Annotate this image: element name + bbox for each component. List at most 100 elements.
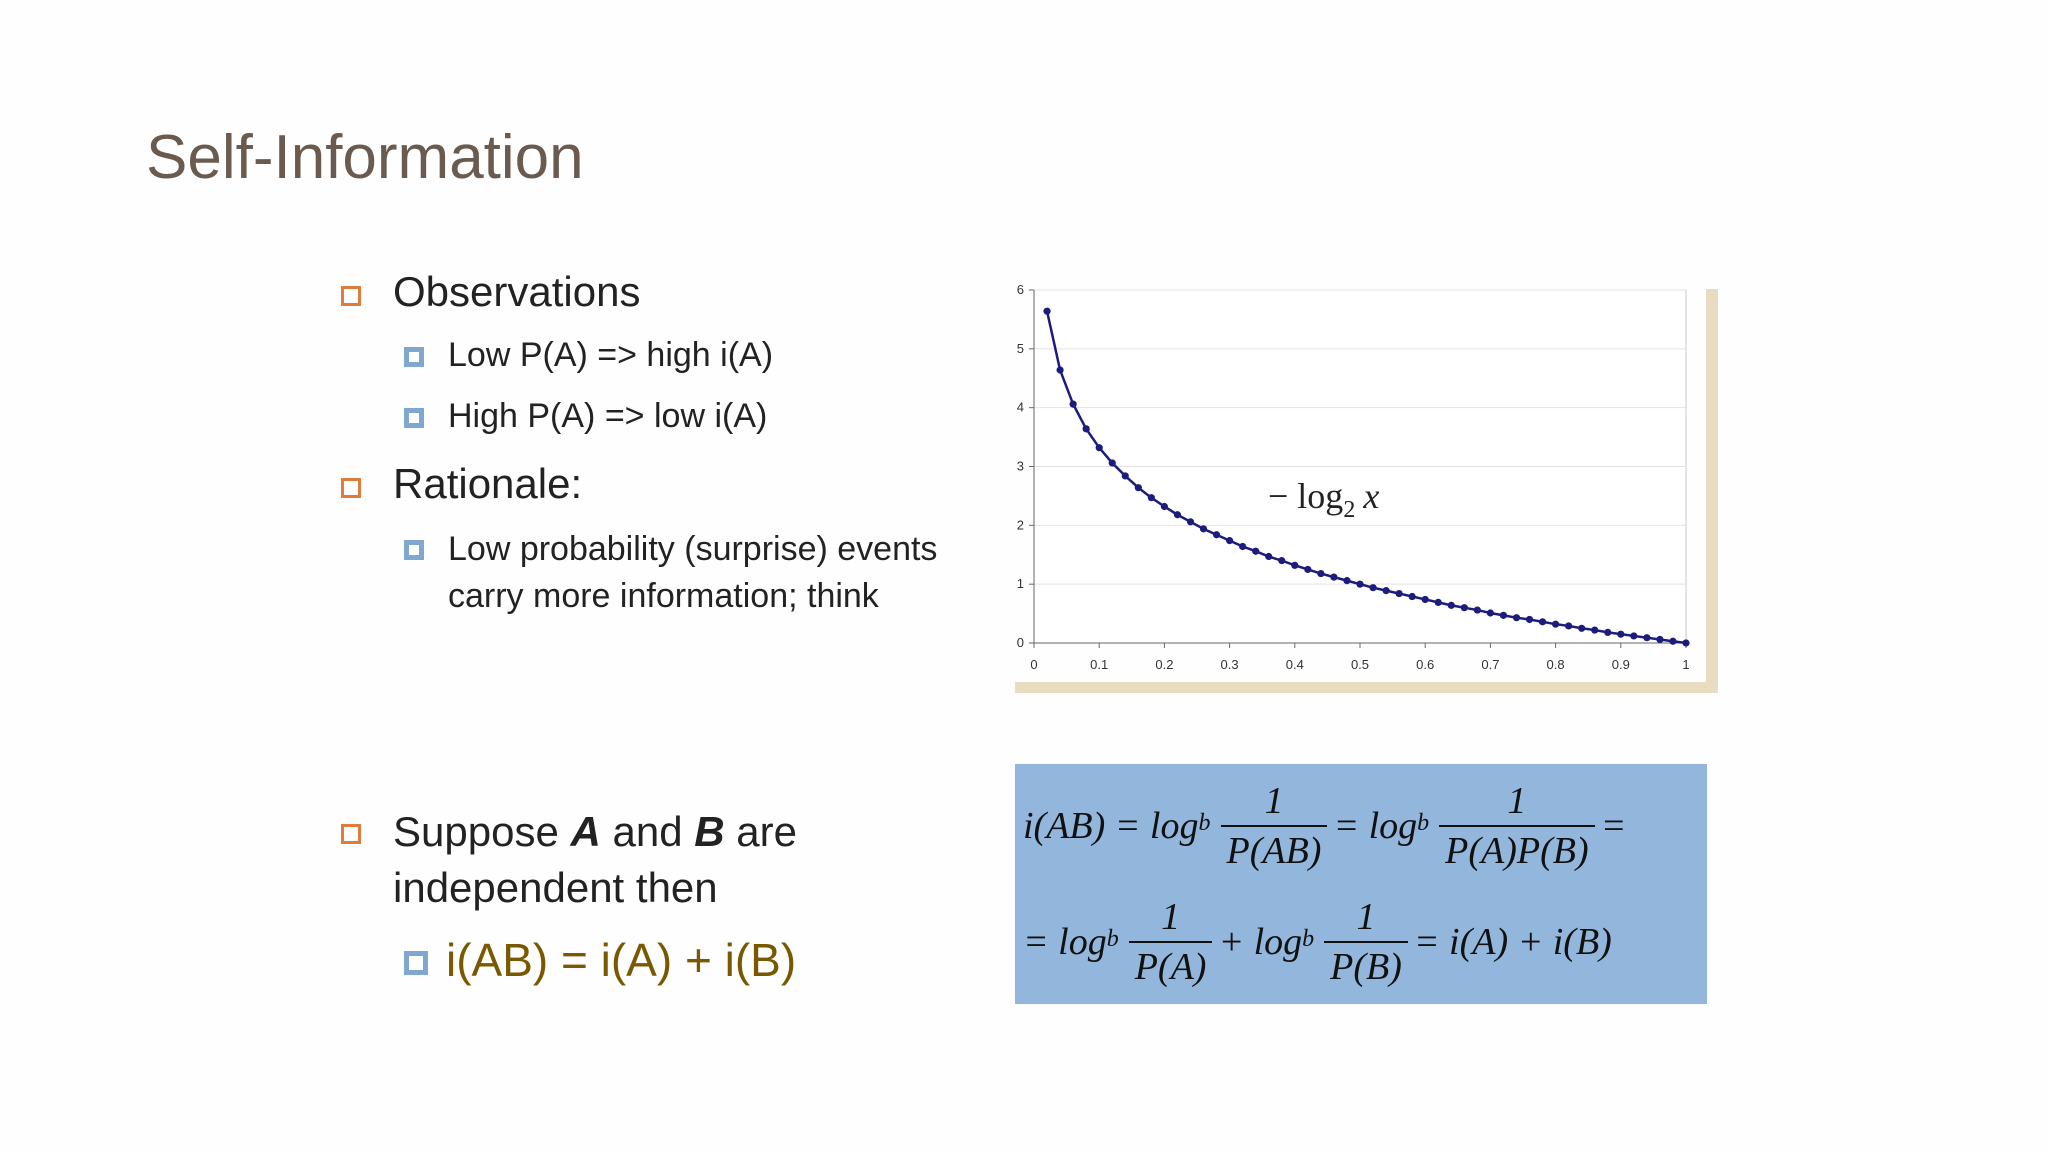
- data-point: [1565, 622, 1573, 630]
- data-point: [1069, 400, 1077, 408]
- data-point: [1682, 639, 1690, 647]
- data-point: [1147, 494, 1155, 502]
- data-point: [1499, 611, 1508, 619]
- bullet: Suppose A and B are independent then: [393, 804, 873, 916]
- data-point: [1173, 511, 1182, 519]
- denominator: P(A)P(B): [1439, 825, 1595, 873]
- data-point: [1252, 547, 1260, 555]
- bullet-marker: [404, 951, 428, 975]
- data-point: [1239, 542, 1247, 551]
- slide-title: Self-Information: [146, 123, 584, 192]
- x-tick-label: 0.6: [1416, 657, 1434, 672]
- y-tick-label: 6: [1017, 282, 1024, 297]
- sub-bullet: Low P(A) => high i(A): [448, 336, 774, 374]
- x-tick-label: 0.9: [1612, 657, 1630, 672]
- data-point: [1643, 634, 1651, 642]
- frame-shadow: [1706, 289, 1718, 693]
- data-point: [1356, 580, 1364, 588]
- bullet-marker: [404, 408, 424, 428]
- data-point: [1512, 614, 1521, 622]
- data-point: [1630, 632, 1638, 640]
- x-tick-label: 0.5: [1351, 657, 1369, 672]
- annotation-subscript: 2: [1343, 497, 1355, 523]
- formula-subscript: b: [1302, 926, 1315, 952]
- bullet-marker: [341, 824, 361, 844]
- x-tick-label: 0.7: [1481, 657, 1499, 672]
- y-tick-label: 2: [1017, 517, 1024, 532]
- data-point: [1186, 518, 1195, 526]
- bullet-run: are independent then: [393, 808, 797, 911]
- fraction: 1 P(A)P(B): [1439, 779, 1595, 873]
- data-point: [1108, 459, 1116, 467]
- numerator: 1: [1161, 896, 1181, 938]
- numerator: 1: [1507, 780, 1527, 822]
- data-point: [1604, 628, 1612, 637]
- formula-subscript: b: [1106, 926, 1119, 952]
- y-tick-label: 4: [1017, 400, 1024, 415]
- data-point: [1134, 484, 1142, 492]
- frame-shadow: [1015, 682, 1718, 693]
- fraction: 1 P(B): [1324, 895, 1408, 989]
- formula-box: i(AB) = log b 1 P(AB) = log b 1 P(A)P(B) = = log b…: [1015, 764, 1707, 1004]
- annotation-text: − log: [1268, 476, 1343, 516]
- data-point: [1525, 615, 1534, 624]
- data-point: [1395, 589, 1403, 598]
- data-point: [1043, 307, 1051, 315]
- x-tick-label: 0.2: [1155, 657, 1173, 672]
- data-point: [1382, 587, 1390, 595]
- x-tick-label: 0.4: [1286, 657, 1304, 672]
- annotation-variable: x: [1362, 476, 1379, 516]
- data-point: [1304, 565, 1312, 574]
- bullet-run: and: [600, 808, 695, 855]
- x-tick-label: 1: [1682, 657, 1689, 672]
- y-tick-label: 1: [1017, 576, 1024, 591]
- formula-text: =: [1600, 805, 1627, 847]
- bullet-marker: [341, 286, 361, 306]
- data-point: [1212, 531, 1221, 539]
- data-point: [1473, 606, 1481, 614]
- x-tick-label: 0.3: [1221, 657, 1239, 672]
- bullet: Observations: [393, 268, 641, 315]
- data-point: [1434, 598, 1442, 607]
- data-point: [1578, 624, 1586, 632]
- formula-text: + log: [1218, 921, 1303, 963]
- bullet-marker: [341, 478, 361, 498]
- denominator: P(AB): [1220, 825, 1328, 873]
- bullet-run: Suppose: [393, 808, 571, 855]
- data-line: [1045, 310, 1687, 645]
- data-point: [1265, 552, 1273, 561]
- formula-line: i(AB) = log b 1 P(AB) = log b 1 P(A)P(B) =: [1015, 779, 1707, 873]
- sub-bullet: i(AB) = i(A) + i(B): [446, 934, 797, 986]
- data-point: [1552, 620, 1560, 628]
- bullet-run: A: [570, 808, 601, 855]
- bullet-run: B: [694, 808, 725, 855]
- annotation: − log2 x: [1268, 476, 1379, 523]
- data-point: [1330, 573, 1338, 581]
- bullet-marker: [404, 347, 424, 367]
- fraction: 1 P(A): [1128, 895, 1213, 989]
- data-point: [1317, 569, 1325, 578]
- formula-text: = log: [1023, 921, 1107, 963]
- data-point: [1343, 577, 1351, 585]
- formula-text: i(AB) = log: [1023, 805, 1199, 847]
- formula-line: = log b 1 P(A) + log b 1 P(B) = i(A) + i(B): [1015, 895, 1707, 989]
- formula-text: = i(A) + i(B): [1413, 921, 1612, 963]
- data-point: [1226, 537, 1234, 545]
- data-point: [1421, 595, 1429, 604]
- formula-subscript: b: [1417, 810, 1430, 836]
- data-point: [1291, 561, 1299, 569]
- data-point: [1669, 637, 1677, 645]
- formula-text: = log: [1333, 805, 1418, 847]
- data-point: [1447, 601, 1455, 609]
- x-tick-label: 0.1: [1090, 657, 1108, 672]
- bullet-marker: [404, 540, 424, 560]
- numerator: 1: [1264, 780, 1284, 822]
- data-point: [1121, 472, 1129, 480]
- data-point: [1408, 592, 1416, 601]
- fraction: 1 P(AB): [1220, 779, 1328, 873]
- data-point: [1538, 618, 1547, 626]
- sub-bullet: Low probability (surprise) events carry …: [448, 530, 938, 615]
- denominator: P(B): [1324, 941, 1408, 989]
- y-tick-label: 3: [1017, 459, 1024, 474]
